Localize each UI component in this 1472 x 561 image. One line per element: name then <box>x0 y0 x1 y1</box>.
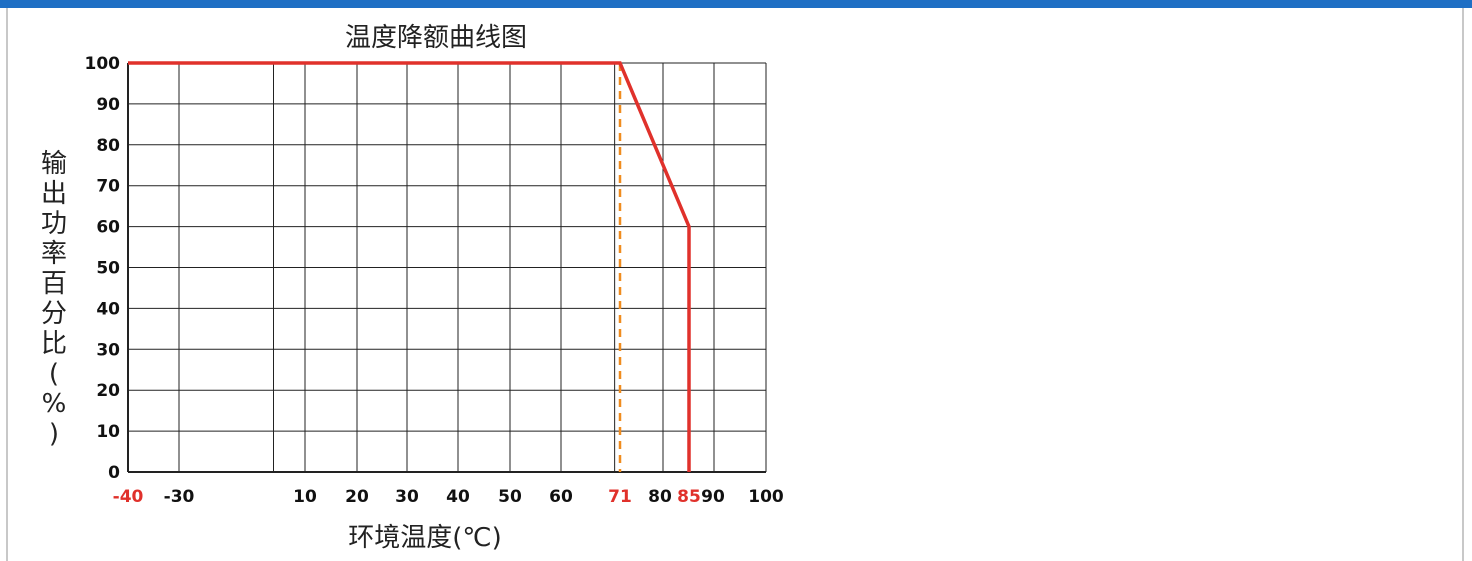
y-tick-label: 20 <box>96 381 120 401</box>
y-axis-label-char: 率 <box>41 239 67 269</box>
x-tick-label: 100 <box>748 487 784 507</box>
x-tick-label: 90 <box>701 487 725 507</box>
y-tick-label: 60 <box>96 218 120 238</box>
y-tick-label: 70 <box>96 177 120 197</box>
x-tick-label: 50 <box>498 487 522 507</box>
x-tick-label: -40 <box>113 487 144 507</box>
x-tick-label: 30 <box>395 487 419 507</box>
x-tick-label: 10 <box>293 487 317 507</box>
y-axis-label-char: 分 <box>41 299 67 329</box>
y-tick-label: 40 <box>96 299 120 319</box>
y-axis-label-char: ) <box>49 419 59 449</box>
x-tick-label: -30 <box>164 487 195 507</box>
y-axis-label-char: 功 <box>41 209 67 239</box>
frame-left-border <box>6 8 8 561</box>
y-axis-label: 输出功率百分比(%) <box>41 149 67 449</box>
top-accent-bar <box>0 0 1472 8</box>
y-tick-label: 0 <box>108 463 120 483</box>
derating-curve <box>128 61 691 472</box>
y-tick-label: 10 <box>96 422 120 442</box>
y-axis-label-char: % <box>42 389 67 419</box>
x-tick-label: 40 <box>446 487 470 507</box>
tick-layer: 0 10 20 30 40 50 60 70 80 90 100 -40 -30 10 20 30 40 50 60… <box>85 54 784 507</box>
frame-right-border <box>1462 8 1464 561</box>
x-tick-label: 60 <box>549 487 573 507</box>
y-tick-label: 90 <box>96 95 120 115</box>
x-tick-label: 80 <box>648 487 672 507</box>
y-tick-label: 30 <box>96 340 120 360</box>
grid-layer <box>127 62 767 473</box>
y-axis-label-char: 百 <box>41 269 67 299</box>
x-tick-label: 20 <box>345 487 369 507</box>
y-tick-label: 50 <box>96 259 120 279</box>
x-axis-label: 环境温度(℃) <box>348 523 502 553</box>
chart-title: 温度降额曲线图 <box>345 23 527 53</box>
y-tick-label: 80 <box>96 136 120 156</box>
y-axis-label-char: 比 <box>41 329 67 359</box>
series-layer <box>128 61 691 472</box>
y-axis-label-char: 输 <box>41 149 67 179</box>
y-axis-label-char: ( <box>49 359 59 389</box>
x-tick-label: 85 <box>677 487 701 507</box>
y-tick-label: 100 <box>85 54 121 74</box>
y-axis-label-char: 出 <box>41 179 67 209</box>
x-tick-label: 71 <box>608 487 632 507</box>
